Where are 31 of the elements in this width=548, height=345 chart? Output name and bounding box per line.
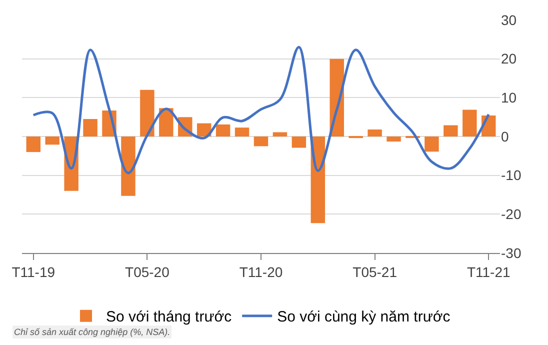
bar [254,136,268,146]
bar [140,90,154,136]
y-tick-label: -10 [501,167,522,184]
x-tick-label: T11-21 [466,264,510,280]
legend-label: So với cùng kỳ năm trước [277,308,451,326]
y-tick-label: 30 [501,12,517,28]
bar [26,136,40,152]
bar [368,130,382,136]
y-tick-label: -30 [501,244,522,261]
text: Chỉ số sản xuất công nghiệp (%, NSA). [14,327,170,337]
y-tick-label: 0 [501,128,509,144]
bar [424,136,439,152]
bar [234,128,250,136]
x-tick-label: T05-21 [352,264,398,280]
x-tick-label: T11-19 [12,264,56,280]
x-tick-label: T11-20 [239,264,283,280]
bar [292,136,306,148]
bar [444,125,458,136]
x-tick-label: T05-20 [125,264,170,280]
bar [386,136,401,142]
bar [83,119,98,136]
legend-label: So với tháng trước [106,308,232,326]
y-tick-label: 20 [501,50,517,67]
bar [272,132,288,136]
bar [45,136,60,145]
y-tick-label: 10 [501,90,517,106]
line-series [32,46,490,174]
bar [121,136,136,196]
y-tick-label: -20 [501,206,522,222]
bar [216,124,230,136]
bar [462,110,477,136]
